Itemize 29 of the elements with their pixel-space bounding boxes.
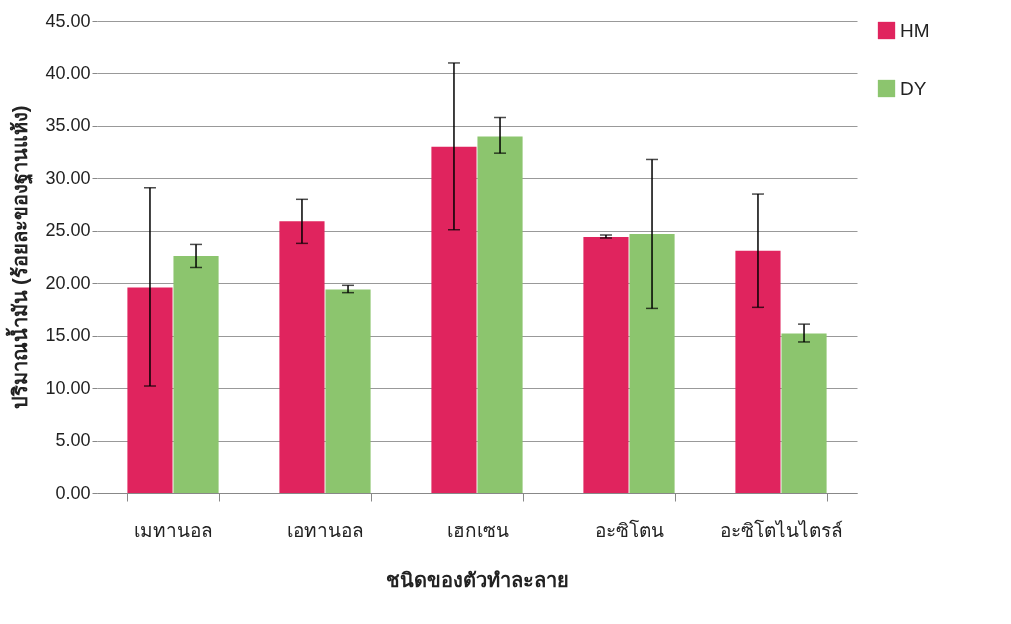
bar	[279, 221, 325, 493]
y-tick-label: 15.00	[45, 325, 91, 346]
bar	[325, 289, 371, 493]
x-tick-label: เฮกเซน	[446, 519, 509, 541]
bar	[781, 333, 827, 493]
y-tick-label: 10.00	[45, 377, 91, 398]
bar	[127, 287, 173, 493]
y-tick-label: 35.00	[45, 115, 91, 136]
x-tick-label: อะซิโตน	[595, 518, 664, 541]
y-tick-label: 45.00	[45, 10, 91, 31]
x-tick-label: เมทานอล	[134, 519, 213, 541]
y-tick-label: 20.00	[45, 272, 91, 293]
bar	[173, 255, 219, 493]
y-tick-label: 25.00	[45, 220, 91, 241]
y-axis-title: ปริมาณน้ำมัน (ร้อยละของฐานแห้ง)	[5, 105, 35, 410]
bar	[583, 237, 629, 493]
legend-label: DY	[900, 77, 927, 99]
x-tick-label: เอทานอล	[287, 519, 364, 541]
y-tick-label: 40.00	[45, 62, 91, 83]
x-axis-title: ชนิดของตัวทำละลาย	[386, 568, 569, 591]
bar	[735, 250, 781, 493]
bar	[477, 136, 523, 493]
x-tick-label: อะซิโตไนไตรล์	[720, 518, 843, 541]
y-tick-label: 5.00	[55, 430, 91, 451]
bar	[431, 146, 477, 493]
bar	[629, 233, 675, 493]
legend-label: HM	[900, 19, 930, 41]
y-tick-label: 0.00	[55, 482, 91, 503]
y-tick-label: 30.00	[45, 167, 91, 188]
